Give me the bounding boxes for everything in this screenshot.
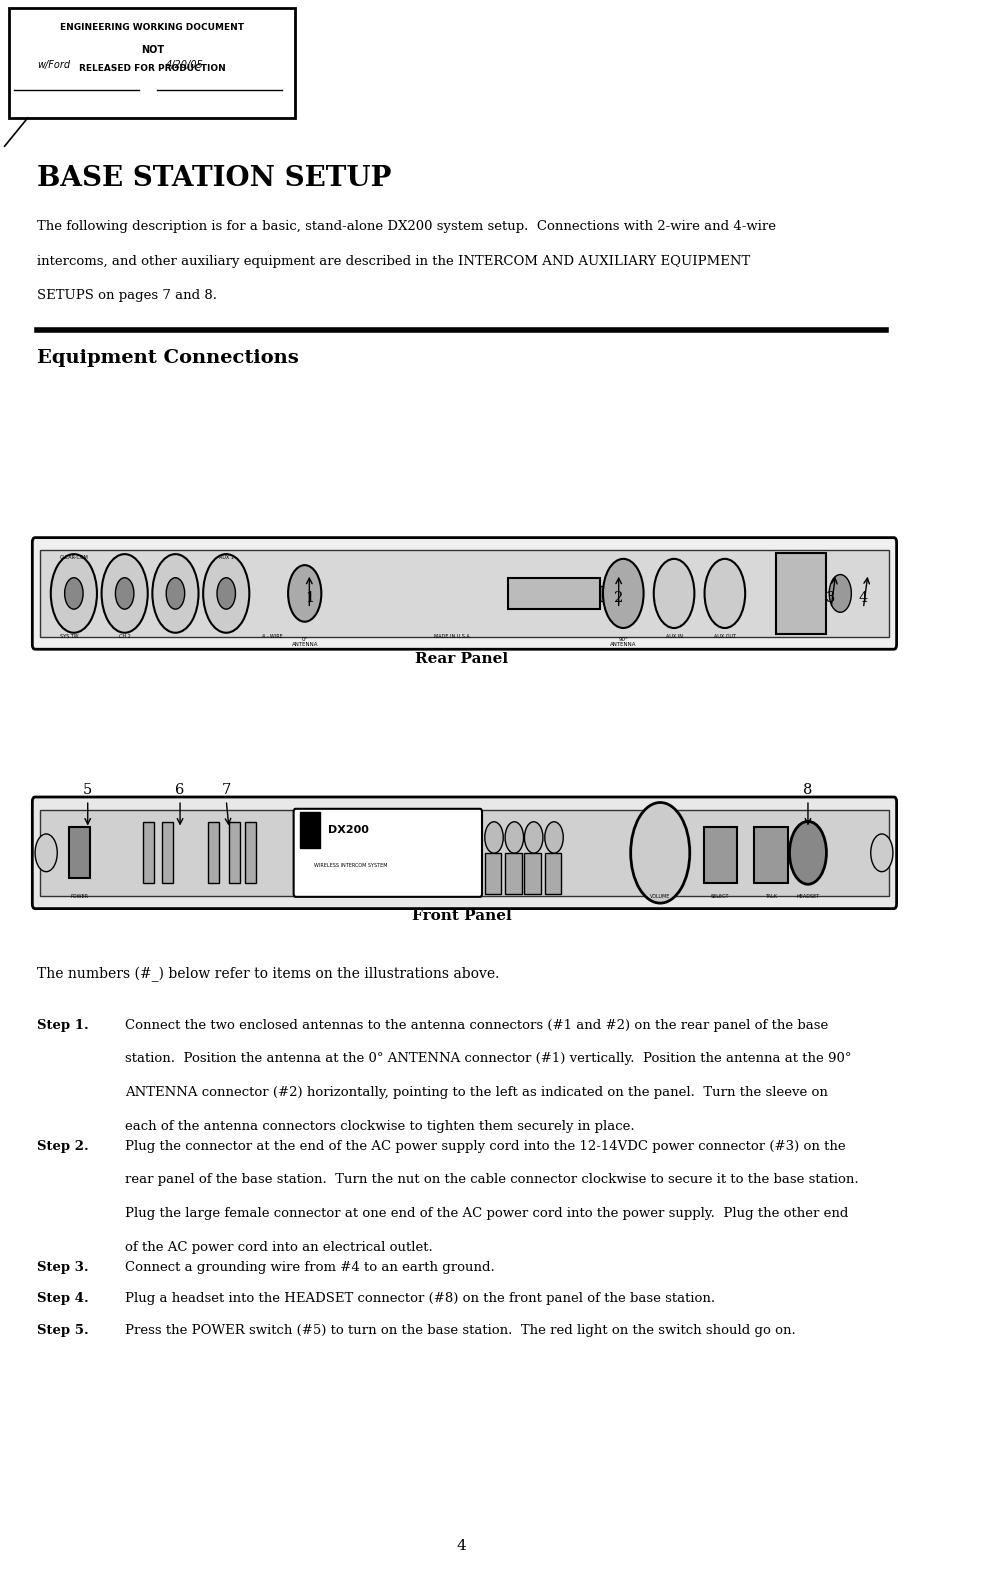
Text: rear panel of the base station.  Turn the nut on the cable connector clockwise t: rear panel of the base station. Turn the… bbox=[125, 1173, 858, 1187]
Bar bbox=[505, 852, 522, 893]
Circle shape bbox=[115, 577, 134, 610]
Text: AUX OUT: AUX OUT bbox=[714, 635, 736, 640]
Text: NOT: NOT bbox=[141, 44, 164, 55]
Circle shape bbox=[505, 822, 524, 854]
Text: The following description is for a basic, stand-alone DX200 system setup.  Conne: The following description is for a basic… bbox=[37, 220, 776, 233]
Text: Step 3.: Step 3. bbox=[37, 1261, 88, 1273]
FancyBboxPatch shape bbox=[33, 797, 897, 909]
Text: Press the POWER switch (#5) to turn on the base station.  The red light on the s: Press the POWER switch (#5) to turn on t… bbox=[125, 1324, 796, 1336]
Circle shape bbox=[871, 833, 893, 871]
Text: 0°
ANTENNA: 0° ANTENNA bbox=[292, 637, 318, 648]
Circle shape bbox=[203, 555, 249, 632]
Circle shape bbox=[603, 560, 644, 627]
Text: 4: 4 bbox=[457, 1539, 466, 1553]
Text: 7: 7 bbox=[221, 783, 231, 797]
Text: 4/20/05: 4/20/05 bbox=[167, 60, 204, 69]
Text: Step 1.: Step 1. bbox=[37, 1019, 88, 1031]
Bar bbox=[207, 822, 219, 883]
Text: w/Ford: w/Ford bbox=[37, 60, 70, 69]
Text: AUX IN: AUX IN bbox=[666, 635, 682, 640]
Text: AUX 1: AUX 1 bbox=[219, 555, 234, 560]
Circle shape bbox=[35, 833, 58, 871]
Circle shape bbox=[167, 577, 185, 610]
Circle shape bbox=[790, 821, 826, 883]
Text: The numbers (#_) below refer to items on the illustrations above.: The numbers (#_) below refer to items on… bbox=[37, 967, 499, 982]
Text: SETUPS on pages 7 and 8.: SETUPS on pages 7 and 8. bbox=[37, 289, 217, 302]
Text: each of the antenna connectors clockwise to tighten them securely in place.: each of the antenna connectors clockwise… bbox=[125, 1119, 634, 1133]
Bar bbox=[525, 852, 541, 893]
Circle shape bbox=[829, 574, 851, 613]
Bar bbox=[69, 827, 89, 879]
Text: Connect a grounding wire from #4 to an earth ground.: Connect a grounding wire from #4 to an e… bbox=[125, 1261, 494, 1273]
FancyBboxPatch shape bbox=[294, 808, 482, 896]
Circle shape bbox=[51, 555, 97, 632]
Circle shape bbox=[631, 802, 689, 902]
Circle shape bbox=[153, 555, 198, 632]
Text: RELEASED FOR PRODUCTION: RELEASED FOR PRODUCTION bbox=[79, 64, 226, 72]
Bar bbox=[162, 822, 173, 883]
FancyBboxPatch shape bbox=[33, 538, 897, 649]
Bar bbox=[40, 550, 889, 637]
Text: station.  Position the antenna at the 0° ANTENNA connector (#1) vertically.  Pos: station. Position the antenna at the 0° … bbox=[125, 1053, 851, 1066]
Circle shape bbox=[64, 577, 83, 610]
Circle shape bbox=[101, 555, 148, 632]
Text: POWER: POWER bbox=[70, 893, 88, 899]
Bar bbox=[229, 822, 240, 883]
Circle shape bbox=[288, 564, 321, 623]
Bar bbox=[545, 852, 561, 893]
Text: Plug the large female connector at one end of the AC power cord into the power s: Plug the large female connector at one e… bbox=[125, 1207, 848, 1220]
Text: HEADSET: HEADSET bbox=[797, 894, 819, 899]
Text: intercoms, and other auxiliary equipment are described in the INTERCOM AND AUXIL: intercoms, and other auxiliary equipment… bbox=[37, 255, 750, 267]
Bar bbox=[508, 578, 600, 608]
Text: 3: 3 bbox=[826, 591, 835, 605]
Text: Step 4.: Step 4. bbox=[37, 1292, 88, 1305]
Bar bbox=[600, 586, 637, 601]
Text: Rear Panel: Rear Panel bbox=[415, 652, 508, 667]
Text: Step 5.: Step 5. bbox=[37, 1324, 88, 1336]
Text: 6: 6 bbox=[176, 783, 185, 797]
Text: Connect the two enclosed antennas to the antenna connectors (#1 and #2) on the r: Connect the two enclosed antennas to the… bbox=[125, 1019, 828, 1031]
Text: ENGINEERING WORKING DOCUMENT: ENGINEERING WORKING DOCUMENT bbox=[61, 24, 244, 31]
Bar bbox=[485, 852, 501, 893]
Bar bbox=[9, 8, 296, 118]
Text: Step 2.: Step 2. bbox=[37, 1140, 88, 1152]
Text: ANTENNA connector (#2) horizontally, pointing to the left as indicated on the pa: ANTENNA connector (#2) horizontally, poi… bbox=[125, 1086, 827, 1099]
Text: VOLUME: VOLUME bbox=[650, 894, 671, 899]
Text: Plug the connector at the end of the AC power supply cord into the 12-14VDC powe: Plug the connector at the end of the AC … bbox=[125, 1140, 845, 1152]
Bar bbox=[245, 822, 256, 883]
Text: 5: 5 bbox=[83, 783, 92, 797]
Text: Front Panel: Front Panel bbox=[412, 909, 512, 923]
Text: SYS TW: SYS TW bbox=[61, 635, 78, 640]
Text: 4 - WIRE: 4 - WIRE bbox=[262, 635, 283, 640]
Text: TALK: TALK bbox=[765, 894, 777, 899]
Text: 1: 1 bbox=[305, 591, 313, 605]
Circle shape bbox=[217, 577, 235, 610]
Bar bbox=[301, 811, 320, 847]
Bar bbox=[754, 827, 788, 883]
Text: MADE IN U.S.A.: MADE IN U.S.A. bbox=[434, 635, 471, 640]
Bar bbox=[776, 553, 826, 635]
Text: 4: 4 bbox=[859, 591, 868, 605]
Text: BASE STATION SETUP: BASE STATION SETUP bbox=[37, 165, 392, 192]
Circle shape bbox=[525, 822, 543, 854]
Circle shape bbox=[704, 560, 745, 627]
Text: Equipment Connections: Equipment Connections bbox=[37, 349, 299, 366]
Text: 8: 8 bbox=[804, 783, 812, 797]
Bar bbox=[703, 827, 737, 883]
Text: DX200: DX200 bbox=[327, 825, 369, 835]
Circle shape bbox=[545, 822, 563, 854]
Text: SELECT: SELECT bbox=[711, 894, 729, 899]
Circle shape bbox=[485, 822, 503, 854]
Bar bbox=[40, 810, 889, 896]
Text: CLEAR-COM: CLEAR-COM bbox=[61, 555, 89, 560]
Text: 2: 2 bbox=[614, 591, 623, 605]
Text: CH 2: CH 2 bbox=[119, 635, 131, 640]
Bar bbox=[143, 822, 154, 883]
Circle shape bbox=[654, 560, 694, 627]
Text: 90°
ANTENNA: 90° ANTENNA bbox=[610, 637, 637, 648]
Text: Plug a headset into the HEADSET connector (#8) on the front panel of the base st: Plug a headset into the HEADSET connecto… bbox=[125, 1292, 715, 1305]
Text: of the AC power cord into an electrical outlet.: of the AC power cord into an electrical … bbox=[125, 1242, 433, 1254]
Text: WIRELESS INTERCOM SYSTEM: WIRELESS INTERCOM SYSTEM bbox=[313, 863, 388, 868]
